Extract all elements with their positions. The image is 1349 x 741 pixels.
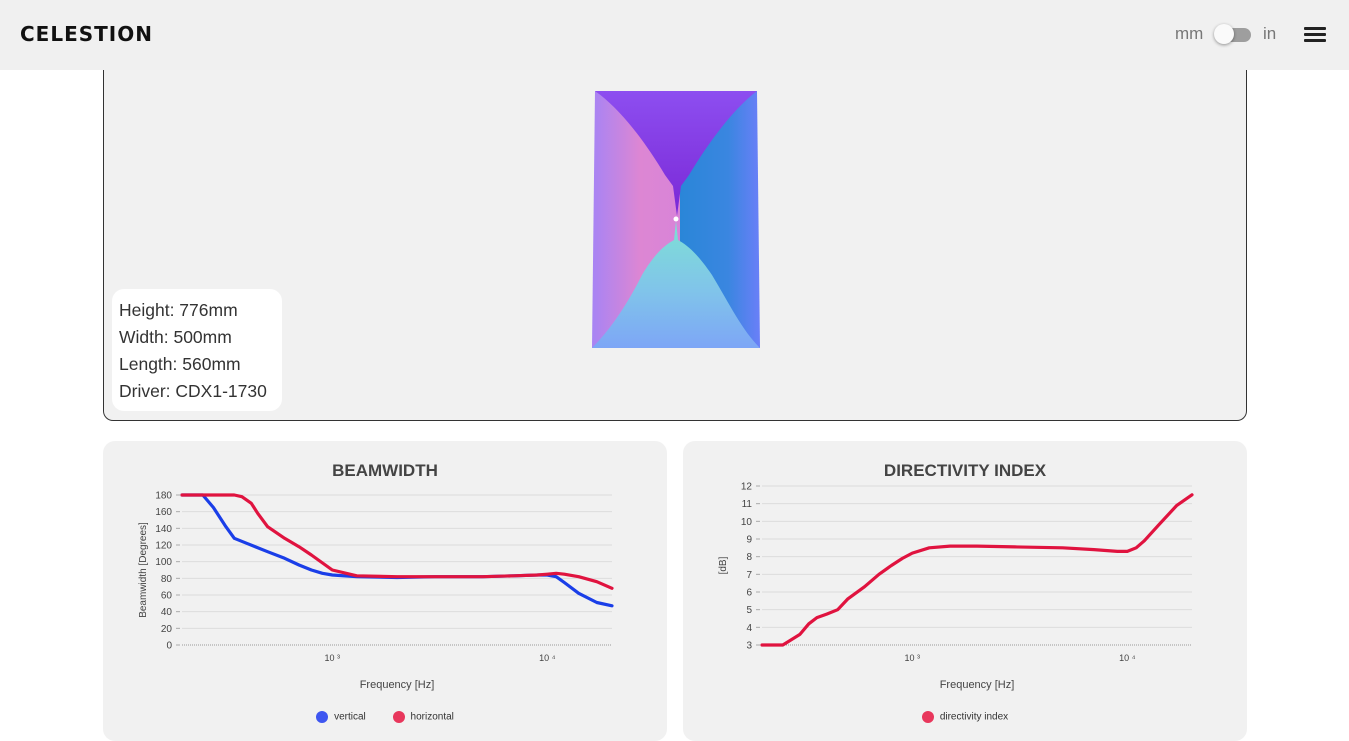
width-value: Width: 500mm: [119, 327, 232, 347]
x-tick-label: 10 ⁴: [1119, 653, 1136, 663]
beamwidth-panel: BEAMWIDTH 0 20 40 60 80 100 120 140 160 180 10 ³ 10…: [103, 441, 667, 741]
y-tick-label: 60: [161, 591, 173, 602]
horn-bottom-flare: [592, 221, 760, 348]
directivity-panel: DIRECTIVITY INDEX 3 4 5 6 7 8 9 10 11 12 10 ³ 10 ⁴ F…: [683, 441, 1247, 741]
y-tick-label: 80: [161, 574, 173, 585]
x-tick-label: 10 ³: [325, 653, 341, 663]
celestion-logo[interactable]: CELESTION: [20, 22, 153, 46]
beamwidth-chart[interactable]: 0 20 40 60 80 100 120 140 160 180 10 ³ 10 ⁴ Frequenc…: [103, 441, 667, 741]
y-tick-label: 11: [742, 499, 753, 510]
legend-item-directivity[interactable]: directivity index: [921, 711, 1009, 723]
y-tick-label: 12: [741, 482, 753, 493]
length-value: Length: 560mm: [119, 354, 241, 374]
legend-label-vertical: vertical: [334, 711, 366, 723]
legend-dot-directivity: [921, 711, 934, 723]
x-tick-label: 10 ⁴: [539, 653, 556, 663]
y-tick-label: 4: [746, 623, 752, 634]
directivity-legend: directivity index: [683, 711, 1247, 723]
legend-item-vertical[interactable]: vertical: [316, 711, 366, 723]
toggle-knob: [1214, 24, 1234, 44]
y-tick-label: 160: [155, 507, 172, 518]
y-tick-label: 6: [746, 588, 752, 599]
beamwidth-title: BEAMWIDTH: [332, 461, 438, 480]
unit-label-mm: mm: [1175, 24, 1204, 43]
y-tick-label: 10: [741, 517, 753, 528]
hamburger-menu-icon[interactable]: [1303, 24, 1327, 46]
legend-label-horizontal: horizontal: [410, 711, 454, 723]
directivity-title: DIRECTIVITY INDEX: [883, 461, 1047, 480]
beamwidth-legend: vertical horizontal: [103, 711, 667, 723]
y-axis-label: [dB]: [718, 556, 729, 574]
x-tick-label: 10 ³: [905, 653, 921, 663]
unit-toggle[interactable]: [1214, 24, 1251, 44]
x-axis-label: Frequency [Hz]: [940, 679, 1015, 691]
legend-dot-vertical: [316, 711, 329, 723]
y-tick-label: 9: [746, 535, 752, 546]
y-tick-label: 180: [155, 491, 172, 502]
y-axis-label: Beamwidth [Degrees]: [138, 522, 149, 618]
y-tick-label: 8: [746, 552, 752, 563]
horn-3d-viewer[interactable]: Height: 776mm Width: 500mm Length: 560mm…: [103, 70, 1247, 421]
y-tick-label: 7: [746, 570, 752, 581]
top-bar: CELESTION mm in: [0, 0, 1349, 70]
y-tick-label: 100: [155, 557, 172, 568]
height-value: Height: 776mm: [119, 300, 238, 320]
series-line-vertical[interactable]: [180, 493, 614, 608]
legend-label-directivity: directivity index: [939, 711, 1009, 723]
series-line-horizontal[interactable]: [180, 493, 614, 590]
horn-model-render[interactable]: [592, 90, 762, 348]
x-axis-label: Frequency [Hz]: [360, 679, 435, 691]
legend-dot-horizontal: [392, 711, 405, 723]
legend-item-horizontal[interactable]: horizontal: [392, 711, 454, 723]
y-tick-label: 20: [161, 624, 173, 635]
directivity-chart[interactable]: 3 4 5 6 7 8 9 10 11 12 10 ³ 10 ⁴ Frequency [Hz] [dB]: [683, 441, 1247, 741]
y-tick-label: 5: [746, 605, 752, 616]
y-tick-label: 3: [746, 641, 752, 652]
driver-value: Driver: CDX1-1730: [119, 381, 267, 401]
y-tick-label: 0: [166, 641, 172, 652]
dimensions-card: Height: 776mm Width: 500mm Length: 560mm…: [112, 289, 282, 411]
y-tick-label: 120: [155, 541, 172, 552]
y-tick-label: 40: [161, 607, 173, 618]
series-line-directivity-index[interactable]: [760, 493, 1194, 647]
horn-top-flare: [595, 91, 757, 216]
y-tick-label: 140: [155, 524, 172, 535]
unit-label-in: in: [1263, 24, 1277, 43]
horn-throat-point: [673, 216, 679, 222]
